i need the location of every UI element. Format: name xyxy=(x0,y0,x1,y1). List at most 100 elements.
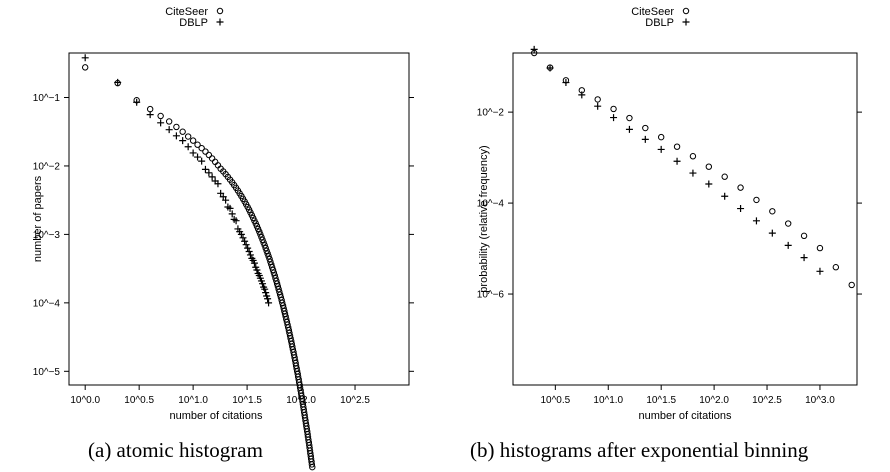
x-tick-label: 10^1.5 xyxy=(646,395,676,406)
data-point xyxy=(832,264,840,271)
data-point xyxy=(594,102,602,110)
data-point xyxy=(626,114,633,122)
data-point xyxy=(232,217,240,225)
data-point xyxy=(785,220,792,227)
x-tick-label: 10^0.5 xyxy=(124,395,154,406)
data-point xyxy=(705,163,713,170)
y-tick-label: 10^−1 xyxy=(33,93,61,104)
y-tick-label: 10^−2 xyxy=(477,108,505,119)
data-point xyxy=(673,157,681,165)
data-point xyxy=(264,295,272,303)
data-point xyxy=(800,254,808,262)
caption-atomic-histogram: (a) atomic histogram xyxy=(88,438,263,462)
data-point xyxy=(689,153,697,160)
legend-marker xyxy=(216,18,224,26)
data-point xyxy=(578,91,586,99)
data-point xyxy=(184,133,192,140)
legend-label: CiteSeer xyxy=(631,6,674,18)
data-point xyxy=(816,244,824,252)
data-point xyxy=(228,210,236,218)
data-point xyxy=(242,241,250,249)
data-point xyxy=(267,258,274,265)
data-point xyxy=(816,267,824,275)
data-point xyxy=(205,169,213,177)
data-point xyxy=(705,180,713,188)
legend-label: DBLP xyxy=(179,17,208,29)
data-point xyxy=(265,253,272,260)
data-point xyxy=(198,144,205,152)
data-point xyxy=(721,192,729,200)
data-point xyxy=(308,461,316,468)
x-tick-label: 10^0.0 xyxy=(70,395,100,406)
series-dblp xyxy=(530,45,824,275)
data-point xyxy=(673,143,681,150)
y-tick-label: 10^−5 xyxy=(33,367,61,378)
x-tick-label: 10^1.5 xyxy=(232,395,262,406)
data-point xyxy=(172,132,180,140)
data-point xyxy=(259,280,267,288)
y-axis-label: number of papers xyxy=(32,175,44,262)
data-point xyxy=(769,208,776,215)
data-point xyxy=(165,118,173,125)
series-dblp xyxy=(81,54,273,307)
data-point xyxy=(737,205,745,213)
legend-marker xyxy=(682,18,690,26)
data-point xyxy=(81,64,89,71)
data-point xyxy=(625,125,633,133)
x-tick-label: 10^1.0 xyxy=(178,395,208,406)
data-point xyxy=(753,196,760,204)
data-point xyxy=(800,232,808,240)
data-point xyxy=(262,289,270,297)
legend-marker xyxy=(216,7,224,15)
data-point xyxy=(268,264,276,271)
x-tick-label: 10^0.5 xyxy=(540,395,570,406)
data-point xyxy=(133,98,141,106)
data-point xyxy=(642,124,649,132)
data-point xyxy=(752,217,760,225)
chart-0: 10^0.0 10^0.5 10^1.0 10^1.5 10^2.0 10^2.5 10^−… xyxy=(32,6,414,471)
legend-marker xyxy=(682,7,690,15)
data-point xyxy=(173,123,180,131)
data-point xyxy=(194,141,201,148)
data-point xyxy=(157,112,164,120)
data-point xyxy=(208,173,216,181)
data-point xyxy=(253,266,261,274)
data-point xyxy=(721,173,728,180)
data-point xyxy=(309,463,316,471)
plot-frame xyxy=(512,52,858,386)
x-axis-label: number of citations xyxy=(639,410,732,422)
x-tick-label: 10^2.0 xyxy=(699,395,729,406)
plot-frame xyxy=(68,52,410,386)
data-point xyxy=(268,261,275,268)
data-point xyxy=(546,64,554,72)
y-tick-label: 10^−6 xyxy=(477,290,505,301)
data-point xyxy=(81,54,89,62)
data-point xyxy=(562,79,570,87)
data-point xyxy=(146,105,154,113)
x-tick-label: 10^1.0 xyxy=(593,395,623,406)
data-point xyxy=(610,105,617,113)
data-point xyxy=(262,244,269,252)
x-axis-label: number of citations xyxy=(170,410,263,422)
data-point xyxy=(205,151,213,159)
y-tick-label: 10^−4 xyxy=(33,298,61,309)
data-point xyxy=(246,251,254,259)
data-point xyxy=(202,148,209,155)
data-point xyxy=(208,155,216,162)
data-point xyxy=(266,255,273,263)
data-point xyxy=(201,165,209,173)
data-point xyxy=(848,281,855,289)
data-point xyxy=(245,248,253,256)
data-point xyxy=(241,237,249,245)
y-tick-label: 10^−3 xyxy=(33,230,61,241)
data-point xyxy=(272,275,279,282)
data-point xyxy=(657,133,665,141)
data-point xyxy=(657,145,665,153)
data-point xyxy=(198,157,206,165)
y-tick-label: 10^−4 xyxy=(477,199,505,210)
data-point xyxy=(264,250,271,257)
legend-label: CiteSeer xyxy=(165,6,208,18)
data-point xyxy=(237,230,245,238)
data-point xyxy=(610,114,618,122)
